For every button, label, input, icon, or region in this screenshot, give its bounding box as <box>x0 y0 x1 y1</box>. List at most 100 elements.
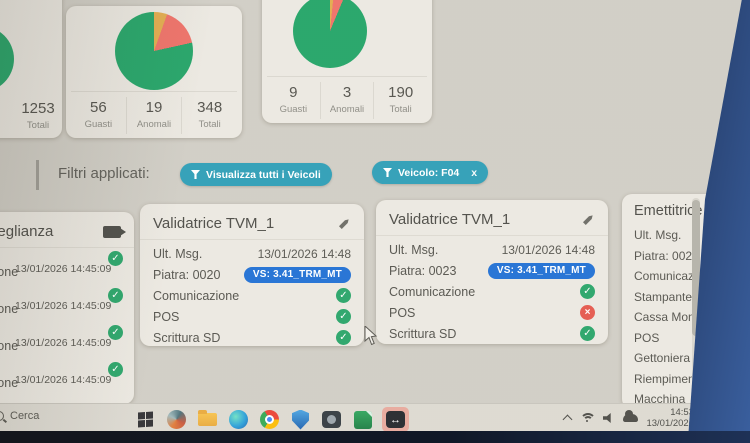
last-message-timestamp: 13/01/2026 14:48 <box>501 242 595 257</box>
status-row: POS <box>376 302 608 323</box>
video-camera-icon[interactable] <box>103 225 126 238</box>
row-label: Scrittura SD <box>153 330 221 345</box>
stat-value: 19 <box>145 99 163 116</box>
wifi-icon[interactable] <box>580 413 594 423</box>
copilot-app-button[interactable] <box>165 408 188 431</box>
card-title: Validatrice TVM_1 <box>389 211 511 228</box>
filter-chip-vehicle-f04[interactable]: Veicolo: F04 x <box>372 161 489 184</box>
spreadsheet-icon <box>353 410 372 429</box>
row-label: Ult. Msg. <box>634 228 682 242</box>
edge-browser-button[interactable] <box>227 408 250 431</box>
media-app-button[interactable] <box>320 408 343 431</box>
row-timestamp: 13/01/2026 14:45:09 <box>15 374 112 386</box>
filter-chip-label: Veicolo: F04 <box>398 166 460 179</box>
stats-row: 56 Guasti 19 Anomali 348 Totali <box>71 91 237 134</box>
status-ok-icon <box>108 251 123 266</box>
chevron-up-icon[interactable] <box>562 414 573 425</box>
row-timestamp: 13/01/2026 14:45:09 <box>15 300 112 312</box>
filter-chip-all-vehicles[interactable]: Visualizza tutti i Veicoli <box>180 163 332 186</box>
file-explorer-button[interactable] <box>196 408 219 431</box>
row-label: Comunicazione <box>0 265 19 279</box>
volume-icon[interactable] <box>603 413 611 423</box>
row-timestamp: 13/01/2026 14:45:09 <box>15 263 112 275</box>
edit-icon[interactable] <box>579 210 597 228</box>
chrome-browser-button[interactable] <box>258 408 281 434</box>
filters-label: Filtri applicati: <box>58 165 150 182</box>
remote-session-button-active[interactable]: ↔ <box>382 407 409 435</box>
stat-label: Guasti <box>279 104 308 115</box>
cloud-icon[interactable] <box>623 410 638 422</box>
status-ok-icon <box>336 309 351 324</box>
search-placeholder: Cerca <box>10 410 40 422</box>
row-label: Riempimento <box>634 371 705 386</box>
stat-value: 3 <box>342 84 352 101</box>
stat-card-partial: Anomali 1253 Totali <box>0 0 62 138</box>
security-app-button[interactable] <box>289 408 312 431</box>
edge-icon <box>229 410 248 429</box>
status-row: Comunicazione 13/01/2026 14:45:09 <box>0 324 134 361</box>
card-title: Validatrice TVM_1 <box>153 215 275 232</box>
status-ok-icon <box>580 326 595 341</box>
stat-value: 9 <box>289 84 298 101</box>
tray-date: 13/01/2026 <box>646 417 694 429</box>
stat-label: Totali <box>198 119 221 130</box>
status-ok-icon <box>108 325 123 340</box>
running-indicator <box>391 433 400 435</box>
status-row: Scrittura SD <box>140 327 364 348</box>
shield-icon <box>292 409 309 430</box>
camera-app-icon <box>322 411 341 428</box>
pie-chart-validatrici <box>115 12 193 90</box>
piatra-row: Piatra: 0023 VS: 3.41_TRM_MT <box>376 260 608 281</box>
status-row: Comunicazione 13/01/2026 14:45:09 <box>0 287 134 324</box>
stat-label: Anomali <box>329 104 365 115</box>
row-label: Piatra: 0020 <box>153 267 221 282</box>
card-title: Videosorveglianza <box>0 223 54 240</box>
tray-clock[interactable]: 14:53 13/01/2026 <box>646 407 694 429</box>
validatrice-card-a: Validatrice TVM_1 Ult. Msg. 13/01/2026 1… <box>140 204 364 346</box>
copilot-icon <box>167 410 186 429</box>
status-ok-icon <box>580 284 595 299</box>
row-timestamp: 13/01/2026 14:45:09 <box>15 337 112 349</box>
stat-label: Guasti <box>84 119 113 130</box>
windows-start-button[interactable] <box>134 408 157 431</box>
stat-card-validatrici: 56 Guasti 19 Anomali 348 Totali <box>66 6 242 138</box>
spreadsheet-app-button[interactable] <box>351 408 374 431</box>
row-label: Ult. Msg. <box>153 246 203 261</box>
scrollbar[interactable] <box>692 198 700 404</box>
status-row: Comunicazione 13/01/2026 14:45:09 <box>0 250 134 287</box>
chrome-icon <box>260 410 279 429</box>
tray-time: 14:53 <box>670 407 694 418</box>
card-header: Validatrice TVM_1 <box>376 200 608 236</box>
windows-icon <box>138 411 153 428</box>
card-header: Validatrice TVM_1 <box>140 204 364 240</box>
status-ok-icon <box>108 362 123 377</box>
status-row: Comunicazione <box>376 281 608 302</box>
running-indicator <box>265 432 274 434</box>
status-row: Scrittura SD <box>376 323 608 344</box>
surveillance-card: Videosorveglianza Comunicazione 13/01/20… <box>0 212 134 404</box>
row-label: Comunicazione <box>0 302 19 316</box>
row-label: Comunicazione <box>0 339 19 353</box>
piatra-row: Piatra: 0020 VS: 3.41_TRM_MT <box>140 264 364 285</box>
row-label: POS <box>634 330 660 345</box>
stat-value: 348 <box>197 99 223 116</box>
filter-chip-label: Visualizza tutti i Veicoli <box>206 168 321 181</box>
row-label: Comunicazione <box>0 376 19 390</box>
scrollbar-thumb[interactable] <box>692 200 700 336</box>
ult-msg-row: Ult. Msg. 13/01/2026 14:48 <box>376 239 608 260</box>
pie-chart-emettitrici <box>293 0 367 68</box>
stat-value: 56 <box>89 99 107 116</box>
version-badge: VS: 3.41_TRM_MT <box>487 262 595 279</box>
ult-msg-row: Ult. Msg. 13/01/2026 14:48 <box>140 243 364 264</box>
last-message-timestamp: 13/01/2026 14:48 <box>257 246 351 261</box>
close-icon[interactable]: x <box>471 166 478 179</box>
stats-row: 9 Guasti 3 Anomali 190 Totali <box>267 76 427 119</box>
card-title: Emettitrice <box>634 203 703 219</box>
row-label: Piatra: 0021 <box>634 248 699 263</box>
stat-card-emettitrici: 9 Guasti 3 Anomali 190 Totali <box>262 0 432 123</box>
taskbar: Cerca ↔ 14:53 13/01/2026 <box>0 403 750 435</box>
monitor-bezel-bottom <box>0 431 750 443</box>
row-label: Piatra: 0023 <box>389 263 457 278</box>
taskbar-search[interactable]: Cerca <box>0 410 39 422</box>
edit-icon[interactable] <box>335 214 353 232</box>
